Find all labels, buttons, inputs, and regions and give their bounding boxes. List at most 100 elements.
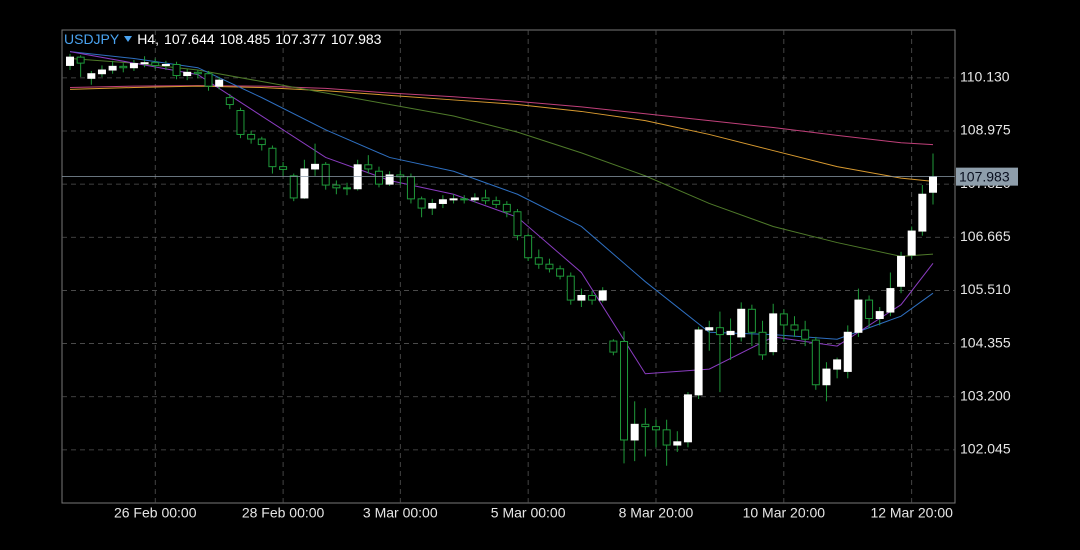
candle-body xyxy=(577,294,586,301)
candle-body xyxy=(609,340,618,353)
candle-body xyxy=(374,170,383,185)
candle-body xyxy=(694,329,703,396)
candle-body xyxy=(865,299,874,319)
timeframe: H4, xyxy=(137,31,160,47)
candle-body xyxy=(534,257,543,265)
x-tick-label: 26 Feb 00:00 xyxy=(114,505,197,521)
candle-body xyxy=(683,394,692,443)
candle-body xyxy=(502,203,511,213)
current-price-label: 107.983 xyxy=(959,168,1010,184)
y-tick-label: 106.665 xyxy=(960,228,1011,244)
candle-body xyxy=(737,308,746,338)
candle-body xyxy=(247,133,256,140)
candle-body xyxy=(321,163,330,186)
moving-average xyxy=(69,85,934,146)
candle-body xyxy=(449,198,458,201)
candle-body xyxy=(193,71,202,75)
last-high: 108.485 xyxy=(219,31,271,47)
candle-body xyxy=(758,331,767,356)
candle-body xyxy=(215,79,224,87)
candle-body xyxy=(385,174,394,185)
y-tick-label: 102.045 xyxy=(960,441,1011,457)
candle-body xyxy=(66,56,74,66)
candle-body xyxy=(225,97,234,106)
candle-body xyxy=(76,56,85,64)
current-price-box xyxy=(956,167,1018,186)
x-tick-label: 12 Mar 20:00 xyxy=(870,505,953,521)
candle-body xyxy=(662,429,671,446)
candle-body xyxy=(588,294,597,301)
candle-body xyxy=(289,175,298,199)
candle-body xyxy=(918,193,927,232)
candle-body xyxy=(556,268,565,277)
candle-body xyxy=(268,147,277,168)
candle-body xyxy=(907,230,916,256)
candle-body xyxy=(513,211,522,237)
candle-body xyxy=(406,176,415,200)
candle-body xyxy=(417,198,426,209)
grid xyxy=(62,30,955,503)
last-open: 107.644 xyxy=(164,31,215,47)
x-tick-label: 8 Mar 20:00 xyxy=(619,505,694,521)
x-tick-label: 10 Mar 20:00 xyxy=(743,505,826,521)
x-tick-label: 5 Mar 00:00 xyxy=(491,505,566,521)
moving-average xyxy=(69,51,934,340)
candle-body xyxy=(875,311,884,319)
candle-body xyxy=(129,63,138,69)
candle-body xyxy=(705,327,714,331)
candle-body xyxy=(715,327,724,336)
candle-body xyxy=(886,288,895,313)
candle-body xyxy=(811,339,820,386)
axes: 110.130108.975107.820106.665105.510104.3… xyxy=(62,69,1018,521)
candle-body xyxy=(492,200,501,205)
y-tick-label: 104.355 xyxy=(960,334,1011,350)
symbol[interactable]: USDJPY xyxy=(64,31,120,47)
candle-body xyxy=(183,71,192,77)
indicators xyxy=(69,51,934,375)
moving-average xyxy=(69,58,934,257)
candle-body xyxy=(779,313,788,326)
candle-body xyxy=(822,368,831,386)
candle-body xyxy=(236,110,245,135)
candle-body xyxy=(790,324,799,331)
candle-body xyxy=(726,330,735,336)
candle-body xyxy=(566,275,575,301)
candle-body xyxy=(598,290,607,301)
candle-body xyxy=(87,73,96,79)
candle-body xyxy=(769,313,778,353)
candle-body xyxy=(854,299,863,333)
candle-body xyxy=(151,62,160,66)
symbol-dropdown[interactable] xyxy=(124,36,133,42)
candle-body xyxy=(172,64,181,77)
chart-header: USDJPY H4, 107.644 108.485 107.377 107.9… xyxy=(64,31,381,47)
candle-body xyxy=(641,423,650,428)
candle-body xyxy=(140,62,149,65)
candle-body xyxy=(801,329,810,340)
candle-body xyxy=(620,340,629,441)
candle-body xyxy=(204,73,213,87)
x-tick-label: 28 Feb 00:00 xyxy=(242,505,325,521)
candle-body xyxy=(300,168,309,199)
candle-body xyxy=(929,176,937,193)
candle-body xyxy=(438,199,447,204)
candle-body xyxy=(108,65,117,71)
last-low: 107.377 xyxy=(275,31,326,47)
candle-body xyxy=(460,198,469,201)
candle-body xyxy=(651,426,660,431)
candle-body xyxy=(833,359,842,370)
candle-body xyxy=(481,197,490,202)
candle-body xyxy=(364,164,373,170)
candle-body xyxy=(97,69,106,75)
candle-body xyxy=(630,423,639,441)
candle-body xyxy=(843,331,852,372)
plot-frame xyxy=(61,29,956,504)
y-tick-label: 108.975 xyxy=(960,122,1011,138)
candle-body xyxy=(279,166,288,170)
y-tick-label: 103.200 xyxy=(960,387,1011,403)
candles xyxy=(66,53,937,466)
candle-body xyxy=(673,441,682,446)
candle-body xyxy=(747,308,756,333)
last-close: 107.983 xyxy=(330,31,382,47)
